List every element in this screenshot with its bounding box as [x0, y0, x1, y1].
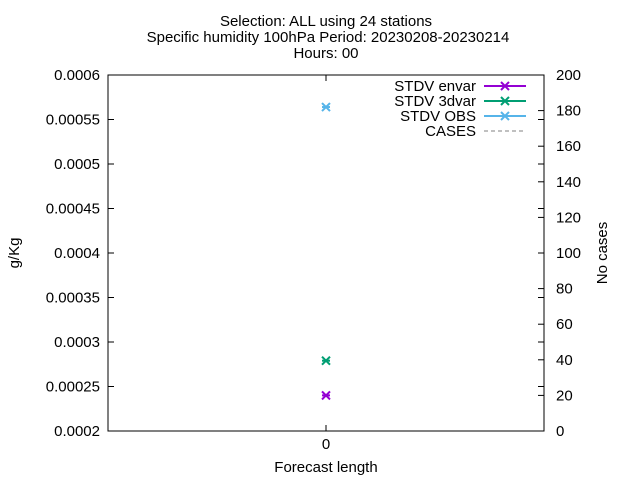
data-points [321, 102, 331, 401]
y-tick-label: 0.0006 [54, 67, 100, 84]
y-tick-label: 0.00025 [46, 379, 100, 396]
y2-axis-label: No cases [594, 222, 611, 285]
y-tick-label: 0.0004 [54, 245, 100, 262]
y-tick-label: 0.0003 [54, 334, 100, 351]
y2-tick-label: 160 [556, 138, 581, 155]
y-tick-label: 0.00055 [46, 112, 100, 129]
data-point-stdv-obs [321, 102, 331, 112]
y2-tick-label: 100 [556, 245, 581, 262]
y-tick-label: 0.00035 [46, 290, 100, 307]
legend-label: STDV envar [394, 78, 476, 95]
title-line-3: Hours: 00 [293, 45, 358, 62]
y2-tick-label: 40 [556, 352, 573, 369]
y2-tick-label: 20 [556, 387, 573, 404]
legend-label: CASES [425, 123, 476, 140]
x-tick-label: 0 [322, 436, 330, 453]
title-line-1: Selection: ALL using 24 stations [220, 13, 432, 30]
y-axis-left: 0.0002 0.00025 0.0003 0.00035 0.0004 0.00045 0… [46, 67, 544, 440]
y-axis-right: 0 20 40 60 80 100 120 140 160 180 200 [538, 67, 581, 440]
y-tick-label: 0.0002 [54, 423, 100, 440]
y2-tick-label: 200 [556, 67, 581, 84]
x-axis-label: Forecast length [274, 459, 377, 476]
legend-marker [500, 81, 510, 91]
y2-tick-label: 180 [556, 103, 581, 120]
y2-tick-label: 60 [556, 316, 573, 333]
y-axis-label: g/Kg [6, 238, 23, 269]
data-point-stdv-envar [321, 390, 331, 401]
chart-title: Selection: ALL using 24 stations Specifi… [147, 13, 510, 62]
y-tick-label: 0.00045 [46, 201, 100, 218]
legend-label: STDV OBS [400, 108, 476, 125]
legend-marker [500, 111, 510, 121]
y-tick-label: 0.0005 [54, 156, 100, 173]
data-point-stdv-3dvar [321, 355, 331, 366]
title-line-2: Specific humidity 100hPa Period: 2023020… [147, 29, 510, 46]
legend-label: STDV 3dvar [394, 93, 476, 110]
y2-tick-label: 120 [556, 209, 581, 226]
y2-tick-label: 80 [556, 281, 573, 298]
x-axis: 0 [322, 75, 330, 453]
plot-area [107, 74, 545, 432]
y2-tick-label: 0 [556, 423, 564, 440]
legend-marker [500, 96, 510, 106]
y2-tick-label: 140 [556, 174, 581, 191]
